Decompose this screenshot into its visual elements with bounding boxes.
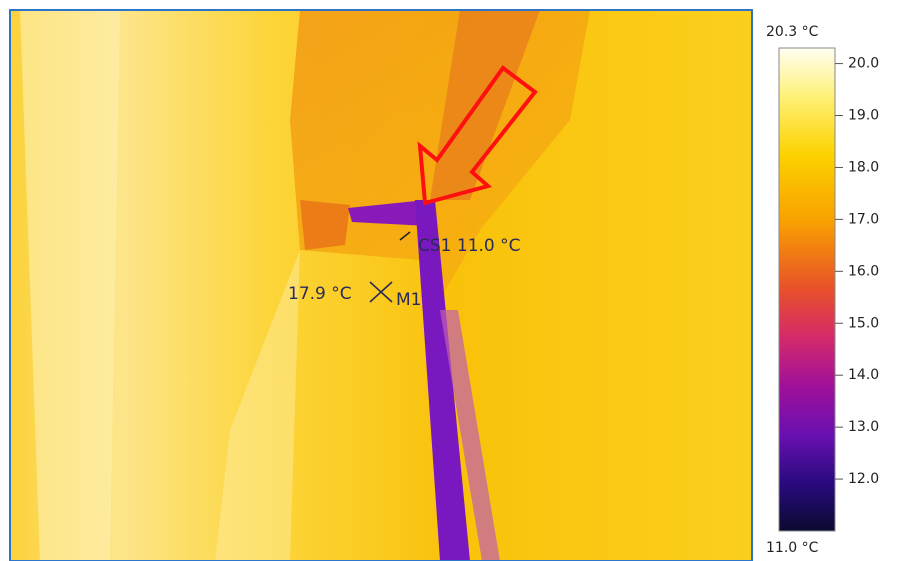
tick-label: 14.0 [848,367,879,383]
tick-label: 12.0 [848,471,879,487]
tick-label: 15.0 [848,315,879,331]
tick-label: 16.0 [848,263,879,279]
tick-label: 18.0 [848,159,879,175]
colorbar-scale [779,48,835,531]
annotation: CS1 11.0 °C [418,236,521,256]
colorbar-min: 11.0 °C [766,540,819,556]
thermal-image: CS1 11.0 °C 17.9 °C M1 [10,10,752,561]
colorbar-max: 20.3 °C [766,24,819,40]
colorbar: 20.3 °C 11.0 °C 20.0 19.0 18.0 17.0 16.0 15.0… [766,24,879,556]
annotation: M1 [396,290,421,310]
tick-label: 17.0 [848,211,879,227]
annotation: 17.9 °C [288,284,352,304]
warm-patch [300,200,350,250]
page: CS1 11.0 °C 17.9 °C M1 20.3 °C 11.0 °C 2… [0,0,907,561]
tick-label: 19.0 [848,108,879,124]
thermal-viewer: CS1 11.0 °C 17.9 °C M1 20.3 °C 11.0 °C 2… [0,0,907,561]
tick-label: 20.0 [848,56,879,72]
tick-label: 13.0 [848,419,879,435]
